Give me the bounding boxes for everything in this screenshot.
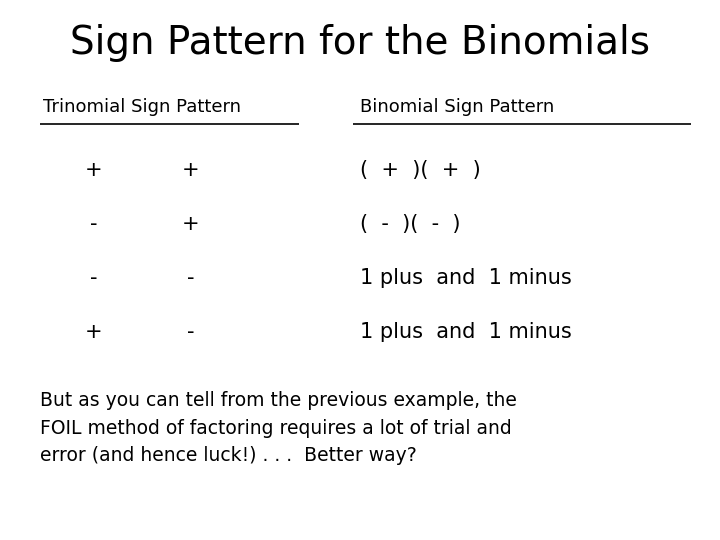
Text: +: + [182,214,199,234]
Text: (  -  )(  -  ): ( - )( - ) [360,214,461,234]
Text: +: + [85,322,102,342]
Text: Sign Pattern for the Binomials: Sign Pattern for the Binomials [70,24,650,62]
Text: -: - [187,268,194,288]
Text: -: - [90,268,97,288]
Text: -: - [90,214,97,234]
Text: -: - [187,322,194,342]
Text: 1 plus  and  1 minus: 1 plus and 1 minus [360,268,572,288]
Text: But as you can tell from the previous example, the
FOIL method of factoring requ: But as you can tell from the previous ex… [40,392,516,465]
Text: +: + [85,160,102,180]
Text: +: + [182,160,199,180]
Text: Trinomial Sign Pattern: Trinomial Sign Pattern [43,98,241,116]
Text: (  +  )(  +  ): ( + )( + ) [360,160,481,180]
Text: Binomial Sign Pattern: Binomial Sign Pattern [360,98,554,116]
Text: 1 plus  and  1 minus: 1 plus and 1 minus [360,322,572,342]
